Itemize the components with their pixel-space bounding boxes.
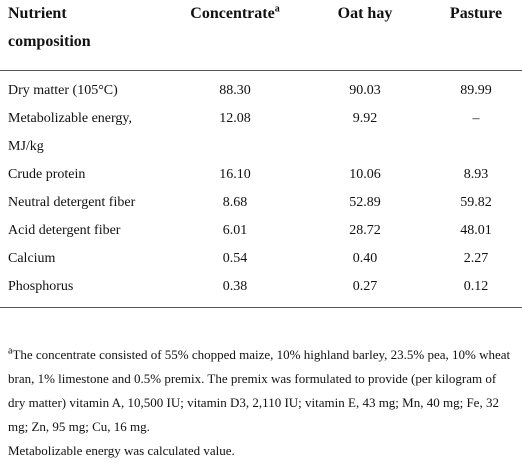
footnotes: aThe concentrate consisted of 55% choppe… bbox=[8, 343, 514, 463]
table-cell: Metabolizable energy, MJ/kg bbox=[0, 105, 170, 161]
table-row: Acid detergent fiber 6.01 28.72 48.01 bbox=[0, 217, 522, 245]
table-row: Phosphorus 0.38 0.27 0.12 bbox=[0, 273, 522, 308]
table-cell: 90.03 bbox=[300, 71, 430, 106]
header-row: Nutrient composition Concentratea Oat ha… bbox=[0, 0, 522, 71]
header-text: Pasture bbox=[449, 5, 503, 22]
header-text: Concentrate bbox=[190, 5, 275, 22]
table-cell: 10.06 bbox=[300, 161, 430, 189]
cell-value: 90.03 bbox=[349, 83, 381, 98]
table-cell: 88.30 bbox=[170, 71, 300, 106]
cell-value: 0.40 bbox=[352, 251, 378, 266]
cell-value: 16.10 bbox=[219, 167, 251, 182]
cell-value: 6.01 bbox=[222, 223, 248, 238]
header-cell: Nutrient composition bbox=[0, 0, 170, 71]
table-cell: 0.54 bbox=[170, 245, 300, 273]
cell-value: 88.30 bbox=[219, 83, 251, 98]
table-row: Crude protein 16.10 10.06 8.93 bbox=[0, 161, 522, 189]
table-row: Dry matter (105°C) 88.30 90.03 89.99 bbox=[0, 71, 522, 106]
table-cell: 48.01 bbox=[430, 217, 522, 245]
cell-value: 28.72 bbox=[349, 223, 381, 238]
superscript: a bbox=[274, 3, 280, 15]
nutrient-table: Nutrient composition Concentratea Oat ha… bbox=[0, 0, 522, 308]
cell-value: 48.01 bbox=[460, 223, 492, 238]
footnote-text: The concentrate consisted of 55% chopped… bbox=[8, 347, 511, 434]
cell-value: 89.99 bbox=[460, 83, 492, 98]
table-cell: Crude protein bbox=[0, 161, 170, 189]
superscript: a bbox=[8, 345, 13, 357]
table-cell: 12.08 bbox=[170, 105, 300, 161]
cell-value: 0.12 bbox=[463, 279, 489, 294]
table-cell: 16.10 bbox=[170, 161, 300, 189]
cell-value: 52.89 bbox=[349, 195, 381, 210]
header-cell: Concentratea bbox=[170, 0, 300, 71]
cell-value: 0.54 bbox=[222, 251, 248, 266]
header-cell: Oat hay bbox=[300, 0, 430, 71]
cell-value: 9.92 bbox=[352, 111, 378, 126]
table-cell: 89.99 bbox=[430, 71, 522, 106]
table-row: Neutral detergent fiber 8.68 52.89 59.82 bbox=[0, 189, 522, 217]
row-label: Dry matter (105°C) bbox=[8, 83, 118, 98]
table-cell: Neutral detergent fiber bbox=[0, 189, 170, 217]
table-cell: 9.92 bbox=[300, 105, 430, 161]
cell-value: 12.08 bbox=[219, 111, 251, 126]
table-cell: – bbox=[430, 105, 522, 161]
table-row: Calcium 0.54 0.40 2.27 bbox=[0, 245, 522, 273]
row-label: Phosphorus bbox=[8, 279, 74, 294]
row-label: Metabolizable energy, MJ/kg bbox=[8, 111, 133, 154]
header-text: Nutrient composition bbox=[8, 5, 91, 50]
cell-value: 0.27 bbox=[352, 279, 378, 294]
footnote-text: Metabolizable energy was calculated valu… bbox=[8, 443, 235, 458]
table-row: Metabolizable energy, MJ/kg 12.08 9.92 – bbox=[0, 105, 522, 161]
table-cell: Dry matter (105°C) bbox=[0, 71, 170, 106]
footnote: aThe concentrate consisted of 55% choppe… bbox=[8, 343, 514, 439]
table-cell: 59.82 bbox=[430, 189, 522, 217]
table-cell: 8.93 bbox=[430, 161, 522, 189]
footnote: Metabolizable energy was calculated valu… bbox=[8, 439, 514, 463]
table-cell: 0.40 bbox=[300, 245, 430, 273]
cell-value: 8.68 bbox=[222, 195, 248, 210]
cell-value: – bbox=[472, 111, 480, 126]
table-cell: 0.27 bbox=[300, 273, 430, 308]
row-label: Acid detergent fiber bbox=[8, 223, 121, 238]
table-body: Dry matter (105°C) 88.30 90.03 89.99 Metabol… bbox=[0, 71, 522, 308]
cell-value: 10.06 bbox=[349, 167, 381, 182]
cell-value: 2.27 bbox=[463, 251, 489, 266]
table-cell: 8.68 bbox=[170, 189, 300, 217]
table-cell: Phosphorus bbox=[0, 273, 170, 308]
table-cell: 28.72 bbox=[300, 217, 430, 245]
table-cell: Acid detergent fiber bbox=[0, 217, 170, 245]
header-cell: Pasture bbox=[430, 0, 522, 71]
row-label: Neutral detergent fiber bbox=[8, 195, 136, 210]
cell-value: 0.38 bbox=[222, 279, 248, 294]
table-cell: 52.89 bbox=[300, 189, 430, 217]
table-cell: 2.27 bbox=[430, 245, 522, 273]
cell-value: 59.82 bbox=[460, 195, 492, 210]
cell-value: 8.93 bbox=[463, 167, 489, 182]
table-cell: 6.01 bbox=[170, 217, 300, 245]
table-cell: 0.12 bbox=[430, 273, 522, 308]
table-cell: 0.38 bbox=[170, 273, 300, 308]
table-cell: Calcium bbox=[0, 245, 170, 273]
row-label: Crude protein bbox=[8, 167, 86, 182]
header-text: Oat hay bbox=[337, 5, 393, 22]
row-label: Calcium bbox=[8, 251, 56, 266]
